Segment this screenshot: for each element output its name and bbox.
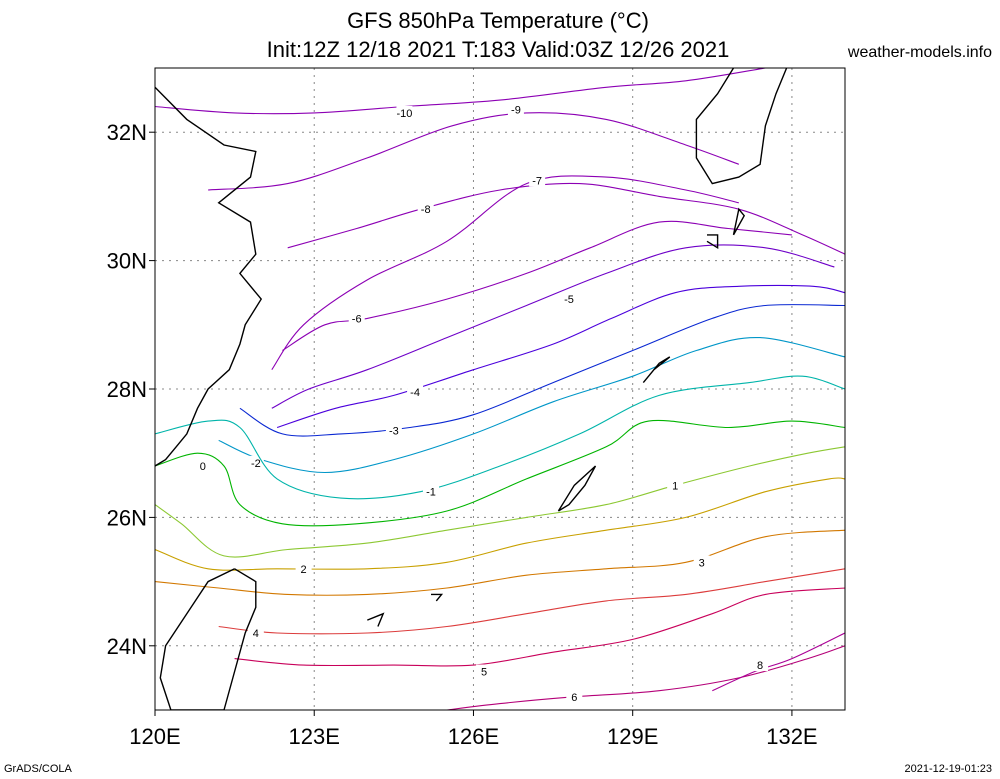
contour-line [208, 112, 739, 191]
coastline-miyako [431, 593, 444, 602]
contour-line [271, 175, 739, 371]
coastline-kyushu [695, 68, 788, 185]
contour-line [234, 587, 845, 667]
lat-tick-label: 26N [107, 505, 147, 530]
contour-line [287, 182, 845, 255]
contour-label: -6 [352, 313, 362, 325]
site-label: weather-models.info [847, 44, 992, 61]
lat-tick-label: 30N [107, 249, 147, 274]
contour-label: 0 [200, 461, 206, 473]
contour-label: -5 [564, 294, 574, 306]
contour-label-bg [529, 173, 546, 187]
grid-lines [154, 68, 845, 710]
contour-line [155, 68, 766, 115]
lon-tick-label: 129E [607, 724, 658, 749]
contour-label: 2 [301, 564, 307, 576]
axis-labels: 120E 123E 126E 129E 132E 24N 26N 28N 30N 32N [107, 120, 818, 749]
contour-line [276, 284, 845, 429]
contour-label-bg [423, 484, 439, 498]
contour-line [155, 375, 845, 500]
contour-label: -8 [421, 204, 431, 216]
coastline-taiwan [159, 568, 257, 710]
contour-label: 3 [699, 557, 705, 569]
contour-label-bg [417, 202, 434, 216]
lon-tick-label: 126E [448, 724, 499, 749]
contour-line [446, 645, 845, 710]
contour-label: -1 [426, 487, 436, 499]
contour-label-bg [566, 690, 583, 704]
contour-label: 8 [757, 660, 763, 672]
contour-label-bg [396, 105, 413, 119]
lon-tick-label: 123E [289, 724, 340, 749]
contour-label-bg [194, 459, 211, 473]
lat-tick-label: 28N [107, 377, 147, 402]
coastline-tanegashima [732, 207, 746, 236]
contour-label-bg [247, 625, 264, 639]
contour-label-bg [385, 423, 402, 437]
contour-label: -9 [511, 105, 521, 117]
contour-label: 1 [672, 480, 678, 492]
credit-left: GrADS/COLA [4, 763, 72, 775]
contour-line [218, 337, 845, 474]
lat-tick-label: 24N [107, 634, 147, 659]
contour-label: -4 [410, 387, 420, 399]
contour-label: -2 [251, 458, 261, 470]
contour-line [155, 419, 845, 527]
contour-line [155, 446, 845, 558]
coastline-yakushima [706, 234, 719, 250]
coastline-amami [642, 356, 671, 384]
coastline-china-coast [155, 86, 263, 467]
lon-tick-label: 132E [766, 724, 817, 749]
contour-line [712, 632, 845, 692]
contour-label-bg [407, 385, 424, 399]
credit-right: 2021-12-19-01:23 [904, 763, 992, 775]
coastline-okinawa [557, 465, 597, 512]
coastlines [155, 68, 788, 710]
contour-label: -3 [389, 426, 399, 438]
contour-label-bg [667, 478, 684, 492]
contour-label: -10 [397, 108, 413, 120]
chart-title-line1: GFS 850hPa Temperature (°C) [347, 8, 649, 33]
lat-tick-label: 32N [107, 120, 147, 145]
contour-label-bg [507, 102, 524, 116]
contour-label: -7 [532, 175, 542, 187]
contour-label: 6 [571, 692, 577, 704]
contour-label-bg [752, 658, 769, 672]
contour-label-bg [295, 561, 312, 575]
contour-label-bg [561, 292, 577, 306]
contour-label-bg [348, 311, 365, 325]
contour-label-bg [476, 664, 493, 678]
contour-label-bg [693, 555, 710, 569]
contour-line [282, 220, 792, 351]
contour-line [271, 244, 835, 409]
contour-line [218, 568, 845, 635]
chart-title-line2: Init:12Z 12/18 2021 T:183 Valid:03Z 12/2… [266, 37, 730, 62]
contour-line [155, 529, 845, 596]
contour-label: 5 [481, 666, 487, 678]
contour-line [155, 477, 845, 571]
coastline-ishigaki [367, 612, 385, 627]
contour-line [239, 304, 845, 437]
contour-label: 4 [253, 628, 259, 640]
lon-tick-label: 120E [129, 724, 180, 749]
